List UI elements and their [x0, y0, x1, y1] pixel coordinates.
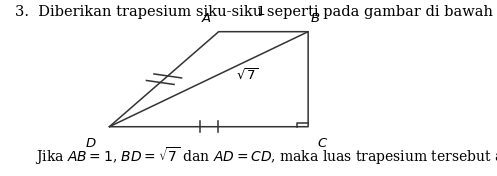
Text: $B$: $B$ — [311, 12, 321, 25]
Text: $C$: $C$ — [317, 137, 329, 150]
Text: $1$: $1$ — [256, 5, 265, 18]
Text: $D$: $D$ — [85, 137, 97, 150]
Text: $\sqrt{7}$: $\sqrt{7}$ — [236, 68, 258, 83]
Text: $A$: $A$ — [201, 12, 212, 25]
Text: 3.  Diberikan trapesium siku-siku seperti pada gambar di bawah ini.: 3. Diberikan trapesium siku-siku seperti… — [15, 5, 497, 19]
Text: Jika $AB = 1$, $BD = \sqrt{7}$ dan $AD = CD$, maka luas trapesium tersebut adala: Jika $AB = 1$, $BD = \sqrt{7}$ dan $AD =… — [35, 145, 497, 167]
